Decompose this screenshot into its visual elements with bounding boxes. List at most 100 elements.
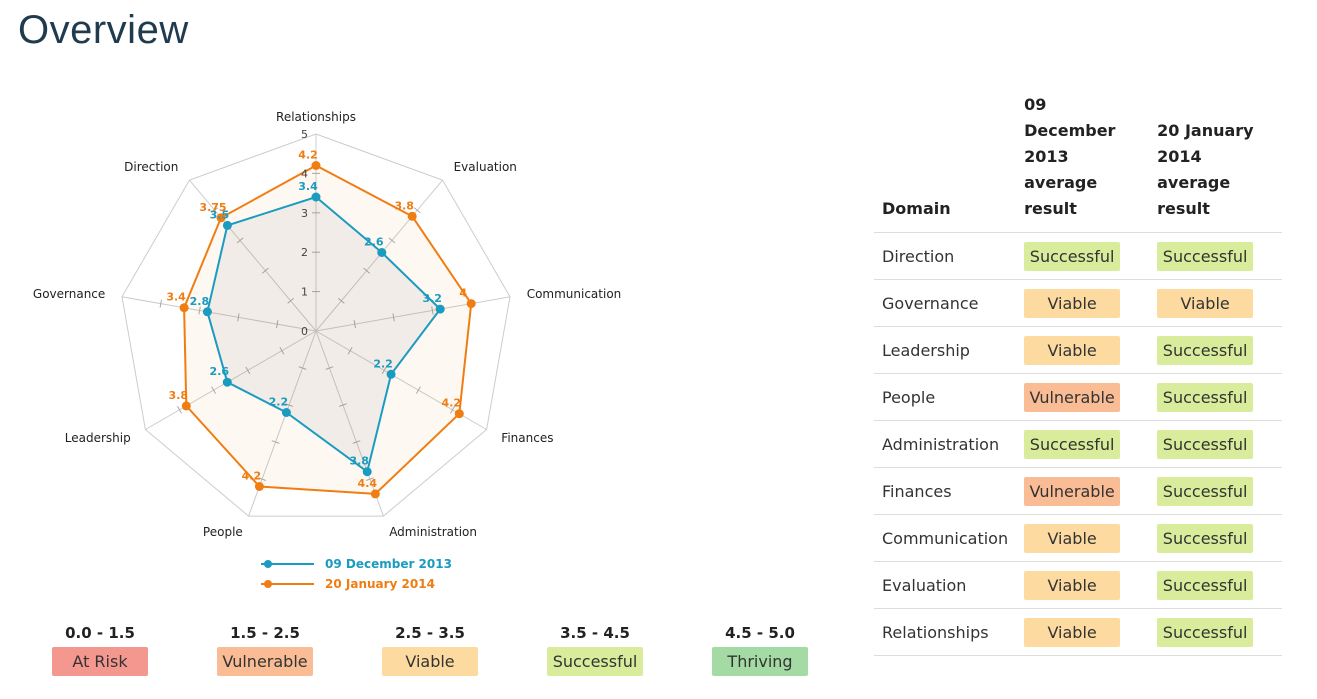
scale-badge: Successful: [547, 647, 643, 676]
status-badge: Successful: [1024, 429, 1121, 459]
series-jan-2014-point: [370, 489, 380, 499]
page-title: Overview: [18, 8, 189, 52]
table-row: Governance Viable Viable: [874, 279, 1283, 327]
radar-tick-mark: [337, 297, 345, 304]
radar-tick-mark: [339, 403, 347, 407]
series-dec-2013-value: 2.8: [190, 295, 210, 308]
series-dec-2013-value: 3.8: [349, 455, 369, 468]
table-row: Leadership Viable Successful: [874, 326, 1283, 374]
radar-axis-label: Communication: [527, 287, 622, 301]
result-jan-2014-cell: Successful: [1149, 608, 1283, 656]
radar-spoke: [189, 179, 317, 332]
domain-name: Leadership: [874, 326, 1017, 374]
scale-item: 0.0 - 1.5 At Risk: [40, 622, 160, 676]
radar-tick-mark: [287, 297, 295, 304]
series-dec-2013-value: 2.2: [269, 396, 289, 409]
scale-badge: At Risk: [52, 647, 148, 676]
series-jan-2014-point: [216, 213, 226, 223]
series-dec-2013-point: [311, 192, 321, 202]
status-badge: Successful: [1157, 382, 1254, 412]
table-row: Communication Viable Successful: [874, 514, 1283, 562]
result-jan-2014-cell: Successful: [1149, 514, 1283, 562]
radar-tick-mark: [352, 440, 361, 444]
radar-tick-mark: [298, 366, 307, 370]
radar-tick-label: 0: [301, 325, 308, 338]
radar-tick-mark: [271, 440, 280, 444]
result-jan-2014-cell: Successful: [1149, 561, 1283, 609]
scale-range-label: 4.5 - 5.0: [725, 624, 795, 642]
status-badge: Successful: [1157, 429, 1254, 459]
radar-tick-mark: [245, 366, 251, 375]
scale-item: 1.5 - 2.5 Vulnerable: [205, 622, 325, 676]
table-header-dec-2013: 09 December 2013 average result: [1016, 92, 1150, 233]
result-dec-2013-cell: Viable: [1016, 561, 1150, 609]
series-dec-2013-point: [281, 408, 291, 417]
series-dec-2013-point: [222, 220, 232, 230]
radar-axis-label: Relationships: [276, 110, 356, 124]
status-badge: Viable: [1024, 617, 1121, 647]
radar-axis-label: People: [203, 525, 243, 539]
series-dec-2013-value: 3.5: [210, 208, 230, 221]
radar-axis-label: Evaluation: [454, 160, 517, 174]
legend-item-jan-2014-marker: [264, 580, 272, 588]
scale-range-label: 1.5 - 2.5: [230, 624, 300, 642]
status-badge: Successful: [1157, 335, 1254, 365]
series-dec-2013-value: 3.2: [422, 292, 442, 305]
result-dec-2013-cell: Vulnerable: [1016, 467, 1150, 515]
status-badge: Successful: [1157, 476, 1254, 506]
radar-tick-mark: [258, 477, 267, 481]
status-badge: Vulnerable: [1024, 476, 1121, 506]
series-dec-2013-value: 2.6: [210, 365, 230, 378]
results-table: Domain 09 December 2013 average result 2…: [874, 92, 1283, 656]
radar-tick-mark: [381, 366, 387, 375]
result-jan-2014-cell: Successful: [1149, 467, 1283, 515]
series-jan-2014-point: [454, 409, 464, 419]
radar-tick-mark: [198, 306, 201, 315]
radar-tick-mark: [211, 386, 217, 394]
table-row: Administration Successful Successful: [874, 420, 1283, 468]
domain-name: Governance: [874, 279, 1017, 327]
radar-tick-mark: [431, 306, 434, 315]
radar-tick-mark: [413, 207, 421, 214]
table-row: People Vulnerable Successful: [874, 373, 1283, 421]
series-jan-2014-value: 4.2: [442, 397, 462, 410]
rating-scale-legend: 0.0 - 1.5 At Risk 1.5 - 2.5 Vulnerable 2.5 -…: [40, 622, 830, 682]
series-dec-2013-value: 3.4: [298, 180, 318, 193]
status-badge: Viable: [1024, 523, 1121, 553]
series-jan-2014-line: [183, 164, 473, 495]
series-jan-2014-point: [407, 211, 417, 221]
legend-item-jan-2014-label: 20 January 2014: [325, 577, 435, 591]
table-header-jan-2014: 20 January 2014 average result: [1149, 92, 1283, 233]
table-row: Direction Successful Successful: [874, 232, 1283, 280]
series-jan-2014-value: 4.2: [298, 149, 318, 162]
status-badge: Viable: [1024, 288, 1121, 318]
radar-tick-mark: [237, 313, 240, 322]
series-dec-2013-point: [386, 369, 396, 379]
domain-name: People: [874, 373, 1017, 421]
result-dec-2013-cell: Successful: [1016, 420, 1150, 468]
radar-tick-mark: [392, 313, 395, 322]
status-badge: Successful: [1157, 241, 1254, 271]
result-jan-2014-cell: Viable: [1149, 279, 1283, 327]
series-jan-2014-point: [181, 401, 191, 411]
radar-tick-mark: [159, 299, 162, 308]
radar-tick-mark: [285, 403, 293, 407]
domain-name: Direction: [874, 232, 1017, 280]
series-dec-2013-point: [435, 304, 445, 314]
domain-name: Communication: [874, 514, 1017, 562]
scale-range-label: 0.0 - 1.5: [65, 624, 135, 642]
radar-tick-mark: [353, 320, 356, 329]
result-jan-2014-cell: Successful: [1149, 373, 1283, 421]
domain-name: Finances: [874, 467, 1017, 515]
series-jan-2014-value: 4: [459, 287, 467, 300]
scale-item: 4.5 - 5.0 Thriving: [700, 622, 820, 676]
result-dec-2013-cell: Viable: [1016, 514, 1150, 562]
series-dec-2013-point: [202, 307, 212, 317]
series-jan-2014-value: 3.75: [199, 201, 226, 214]
table-row: Relationships Viable Successful: [874, 608, 1283, 656]
radar-tick-mark: [276, 320, 279, 329]
radar-tick-mark: [325, 366, 334, 370]
scale-range-label: 2.5 - 3.5: [395, 624, 465, 642]
series-dec-2013-point: [222, 377, 232, 387]
scale-badge: Viable: [382, 647, 478, 676]
